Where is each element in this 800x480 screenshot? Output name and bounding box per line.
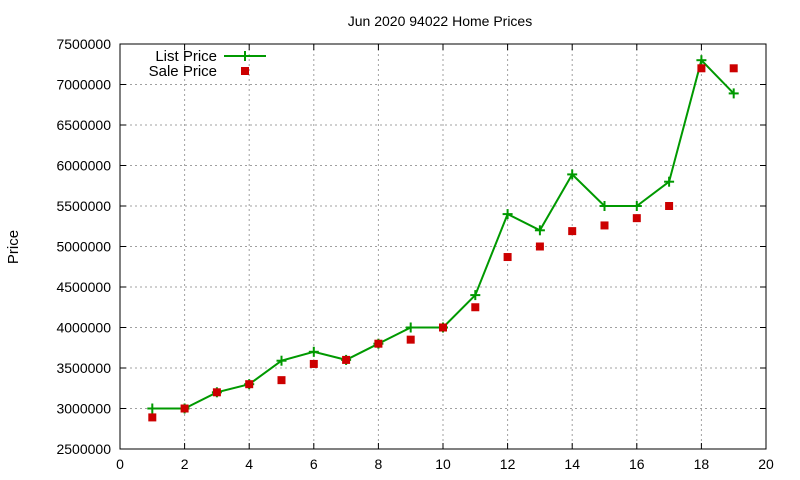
- sale-price-point: [729, 64, 738, 73]
- sale-price-point: [665, 202, 674, 210]
- y-tick-label: 4500000: [56, 279, 111, 295]
- sale-price-point: [180, 404, 189, 413]
- sale-price-point: [600, 221, 609, 230]
- sale-price-point: [439, 323, 447, 332]
- plot-area-frame: [119, 43, 767, 450]
- y-tick-label: 5000000: [56, 239, 111, 255]
- legend-label-sale-price: Sale Price: [149, 63, 217, 80]
- sale-price-point: [212, 388, 221, 397]
- x-tick-label: 6: [310, 456, 318, 472]
- list-price-point: [308, 346, 319, 357]
- list-price-point: [147, 403, 158, 414]
- y-tick-label: 4000000: [56, 320, 111, 336]
- plot-series: [147, 55, 739, 422]
- y-tick-label: 6000000: [56, 158, 111, 174]
- legend-label-list-price: List Price: [155, 48, 217, 65]
- list-price-point: [631, 201, 642, 211]
- list-price-point: [664, 176, 675, 187]
- sale-price-point: [342, 355, 351, 364]
- sale-price-point: [309, 359, 318, 368]
- sale-price-point: [374, 339, 383, 348]
- x-tick-label: 0: [116, 456, 124, 472]
- x-tick-label: 8: [375, 456, 383, 472]
- list-price-point: [405, 322, 416, 333]
- x-tick-label: 10: [435, 456, 451, 472]
- x-tick-label: 12: [500, 456, 516, 472]
- x-tick-label: 2: [181, 456, 189, 472]
- sale-price-point: [632, 214, 641, 223]
- list-price-point: [534, 225, 545, 236]
- list-price-point: [696, 55, 707, 66]
- list-price-point: [276, 355, 287, 366]
- sale-price-point: [697, 64, 706, 73]
- sale-price-point: [406, 335, 415, 344]
- sale-price-point: [535, 242, 544, 251]
- sale-price-point: [148, 413, 157, 422]
- y-tick-label: 2500000: [56, 441, 111, 457]
- y-tick-label: 7000000: [56, 77, 111, 93]
- sale-price-point: [277, 376, 286, 385]
- x-tick-label: 20: [758, 456, 774, 472]
- sale-price-point: [503, 253, 512, 262]
- sale-price-point: [471, 303, 480, 312]
- x-tick-label: 16: [629, 456, 645, 472]
- x-tick-label: 18: [694, 456, 710, 472]
- y-tick-label: 3000000: [56, 401, 111, 417]
- x-tick-label: 4: [245, 456, 253, 472]
- list-price-point: [599, 201, 610, 211]
- legend-sale-price-marker: [241, 67, 249, 75]
- y-tick-label: 6500000: [56, 117, 111, 133]
- chart-title: Jun 2020 94022 Home Prices: [348, 13, 532, 29]
- list-price-point: [728, 88, 739, 99]
- list-price-point: [502, 209, 513, 220]
- axis-ticks: 0 2 4 6 8 10 12 14 16 18 20 2500000 3000000 3500000 40…: [56, 36, 774, 472]
- y-tick-label: 5500000: [56, 198, 111, 214]
- y-axis-label: Price: [5, 230, 22, 264]
- list-price-point: [567, 169, 578, 180]
- list-price-point: [470, 290, 481, 301]
- sale-price-point: [568, 227, 577, 236]
- y-tick-label: 7500000: [56, 36, 111, 52]
- sale-price-point: [245, 380, 254, 389]
- x-tick-label: 14: [564, 456, 580, 472]
- y-tick-label: 3500000: [56, 360, 111, 376]
